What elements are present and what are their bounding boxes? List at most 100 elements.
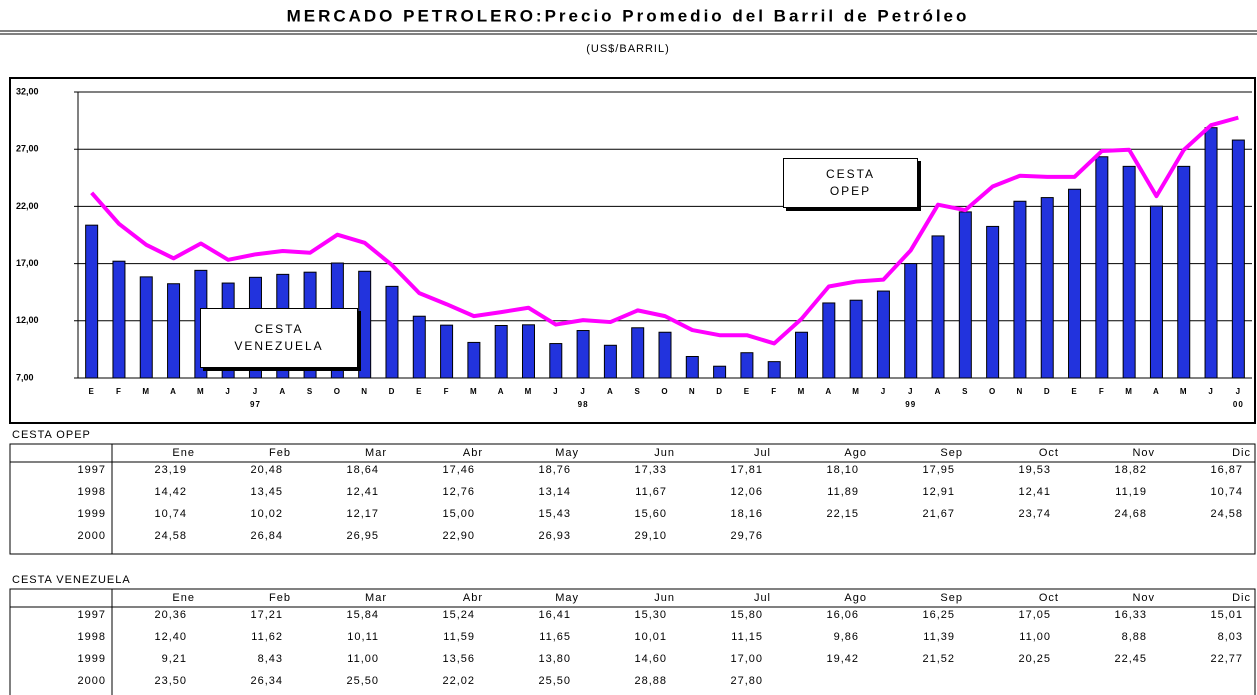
table-cell: 17,46 (442, 464, 475, 476)
x-tick-label: D (1044, 387, 1051, 396)
bar (1231, 139, 1245, 379)
table-cell: 8,43 (258, 653, 283, 665)
x-tick-label: O (661, 387, 668, 396)
table-cell: 16,06 (826, 609, 859, 621)
bar (1177, 165, 1191, 379)
table-cell: 19,42 (826, 653, 859, 665)
column-header: May (555, 592, 579, 604)
column-header: Abr (463, 447, 483, 459)
table-cell: 28,88 (634, 675, 667, 687)
bar (385, 285, 399, 379)
bar (1095, 156, 1109, 379)
x-tick-label: N (361, 387, 368, 396)
table-cell: 15,00 (442, 508, 475, 520)
table-frame (9, 588, 1256, 695)
table-frame (9, 443, 1256, 555)
column-header: Dic (1232, 447, 1251, 459)
bar (658, 331, 672, 379)
x-tick-label: F (444, 387, 450, 396)
bar (631, 327, 645, 379)
year-label: 97 (250, 400, 261, 409)
table-cell: 13,45 (250, 486, 283, 498)
x-tick-label: F (116, 387, 122, 396)
x-tick-label: J (908, 387, 913, 396)
table-cell: 10,01 (634, 631, 667, 643)
table-cell: 9,86 (834, 631, 859, 643)
x-tick-label: F (771, 387, 777, 396)
bar (139, 276, 153, 379)
column-header: Nov (1132, 447, 1155, 459)
bar (958, 211, 972, 379)
x-tick-label: N (689, 387, 696, 396)
table-cell: 12,91 (922, 486, 955, 498)
row-year: 1998 (78, 631, 106, 643)
table-cell: 11,15 (731, 631, 763, 643)
x-tick-label: M (1180, 387, 1188, 396)
table-cell: 8,88 (1122, 631, 1147, 643)
row-year: 1998 (78, 486, 106, 498)
table-cell: 23,74 (1018, 508, 1051, 520)
bar (1013, 200, 1027, 379)
bar (713, 365, 727, 379)
column-header: Mar (365, 447, 387, 459)
x-tick-label: D (716, 387, 723, 396)
x-tick-label: E (744, 387, 750, 396)
x-tick-label: A (825, 387, 832, 396)
bar (849, 299, 863, 379)
table-cell: 12,06 (730, 486, 763, 498)
line (90, 115, 1239, 346)
x-tick-label: J (553, 387, 558, 396)
bar (467, 341, 481, 379)
table-cell: 9,21 (162, 653, 187, 665)
table-cell: 12,76 (442, 486, 475, 498)
column-header: Feb (269, 592, 291, 604)
table-cell: 11,19 (1115, 486, 1147, 498)
bar (1068, 188, 1082, 379)
x-tick-label: M (852, 387, 860, 396)
table-cell: 21,52 (922, 653, 955, 665)
column-header: Ago (844, 447, 867, 459)
x-tick-label: M (1125, 387, 1133, 396)
bar (85, 224, 99, 379)
bar (876, 290, 890, 379)
year-label: 99 (905, 400, 916, 409)
table-cell: 15,01 (1210, 609, 1243, 621)
bar (494, 324, 508, 379)
table-cell: 22,02 (442, 675, 475, 687)
x-tick-label: E (88, 387, 94, 396)
bar (549, 343, 563, 379)
bar (795, 331, 809, 379)
table-cell: 16,33 (1114, 609, 1147, 621)
x-tick-label: A (170, 387, 177, 396)
column-header: Dic (1232, 592, 1251, 604)
bar (412, 315, 426, 379)
bar (986, 225, 1000, 379)
table-cell: 12,17 (346, 508, 379, 520)
x-tick-label: A (1153, 387, 1160, 396)
column-header: Mar (365, 592, 387, 604)
x-tick-label: A (498, 387, 505, 396)
column-header: Jun (654, 447, 675, 459)
table-cell: 18,64 (346, 464, 379, 476)
x-tick-label: J (1208, 387, 1213, 396)
table-cell: 23,50 (154, 675, 187, 687)
x-tick-label: M (470, 387, 478, 396)
table-cell: 17,21 (250, 609, 283, 621)
table-cell: 8,03 (1218, 631, 1243, 643)
column-header: May (555, 447, 579, 459)
bar (521, 324, 535, 379)
table-cell: 19,53 (1018, 464, 1051, 476)
table-cell: 12,40 (154, 631, 187, 643)
bar (1204, 127, 1218, 379)
x-tick-label: M (798, 387, 806, 396)
table-cell: 26,84 (250, 530, 283, 542)
table-cell: 17,33 (634, 464, 667, 476)
y-tick-label: 27,00 (16, 144, 39, 154)
table-cell: 11,65 (539, 631, 571, 643)
table-cell: 11,59 (443, 631, 475, 643)
table-cell: 18,16 (730, 508, 763, 520)
table-cell: 17,95 (922, 464, 955, 476)
column-header: Sep (940, 447, 963, 459)
x-tick-label: S (635, 387, 641, 396)
